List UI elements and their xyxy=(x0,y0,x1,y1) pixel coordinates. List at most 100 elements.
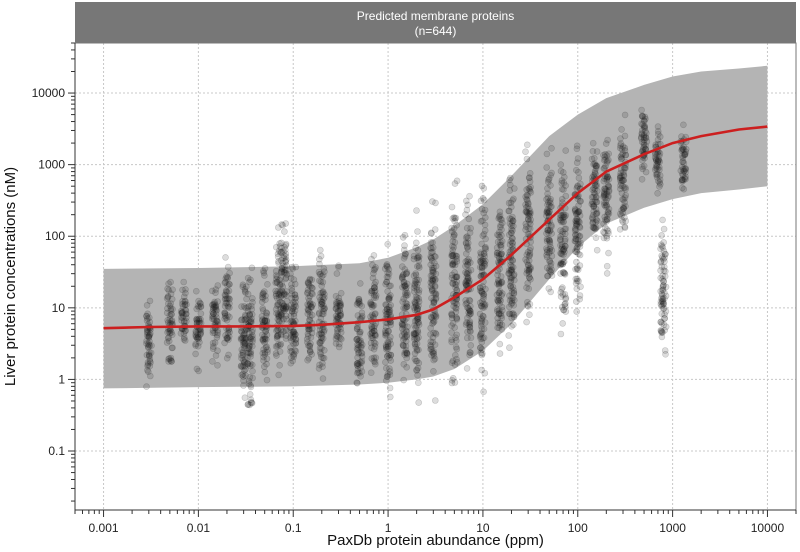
data-point xyxy=(559,214,567,221)
data-point xyxy=(656,183,663,190)
data-point xyxy=(481,214,489,221)
data-point xyxy=(557,249,564,257)
data-point xyxy=(282,312,290,320)
data-point xyxy=(497,241,505,249)
data-point xyxy=(221,312,229,320)
data-point xyxy=(622,164,629,172)
data-point xyxy=(680,185,688,193)
data-point xyxy=(465,269,472,277)
data-point xyxy=(462,239,470,246)
data-point xyxy=(332,335,340,343)
data-point xyxy=(466,327,474,335)
data-point xyxy=(318,344,325,352)
data-point xyxy=(637,135,645,142)
data-point xyxy=(387,357,395,364)
data-point xyxy=(180,318,188,326)
data-point xyxy=(403,270,410,278)
data-point xyxy=(318,299,326,306)
data-point xyxy=(429,286,436,294)
data-point xyxy=(384,345,392,353)
data-point xyxy=(383,305,391,313)
data-point xyxy=(279,328,287,335)
data-point xyxy=(334,307,342,315)
data-point xyxy=(430,329,437,337)
data-point xyxy=(480,325,488,333)
data-point xyxy=(367,300,375,307)
data-point xyxy=(593,182,601,189)
data-point xyxy=(658,263,666,270)
data-point xyxy=(304,286,312,294)
x-tick-label: 1000 xyxy=(659,521,686,535)
data-point xyxy=(415,399,423,406)
data-point xyxy=(617,182,624,189)
data-point xyxy=(449,243,456,250)
data-point xyxy=(478,315,485,322)
data-point xyxy=(558,251,566,258)
data-point xyxy=(146,318,154,326)
data-point xyxy=(524,216,532,223)
data-point xyxy=(547,199,554,207)
data-point xyxy=(414,254,422,262)
data-point xyxy=(241,367,248,374)
data-point xyxy=(413,322,421,329)
data-point xyxy=(213,306,220,314)
data-point xyxy=(478,287,485,295)
data-point xyxy=(617,140,625,147)
data-point xyxy=(399,275,406,283)
data-point xyxy=(603,201,610,209)
data-point xyxy=(543,235,551,243)
data-point xyxy=(463,224,471,232)
data-point xyxy=(479,255,487,263)
data-point xyxy=(403,363,411,371)
data-point xyxy=(544,185,551,192)
data-point xyxy=(145,340,152,347)
data-point xyxy=(464,243,471,250)
data-point xyxy=(506,344,513,352)
data-point xyxy=(449,252,456,260)
data-point xyxy=(386,337,393,344)
data-point xyxy=(479,195,487,202)
data-point xyxy=(401,242,408,249)
data-point xyxy=(591,197,599,204)
data-point xyxy=(371,310,379,318)
data-point xyxy=(505,199,513,207)
data-point xyxy=(280,305,287,313)
data-point xyxy=(604,173,612,181)
data-point xyxy=(497,250,505,257)
data-point xyxy=(398,320,406,328)
data-point xyxy=(209,301,216,308)
data-point xyxy=(307,340,314,348)
data-point xyxy=(574,155,582,162)
data-point xyxy=(477,249,484,256)
data-point xyxy=(249,298,256,306)
data-point xyxy=(523,266,531,274)
data-point xyxy=(357,372,364,380)
data-point xyxy=(226,300,233,307)
data-point xyxy=(246,391,254,398)
data-point xyxy=(592,210,600,217)
data-point xyxy=(449,280,457,288)
data-point xyxy=(480,209,488,217)
data-point xyxy=(260,288,268,295)
data-point xyxy=(412,270,420,277)
data-point xyxy=(509,227,516,234)
data-point xyxy=(465,321,473,328)
data-point xyxy=(590,154,598,162)
data-point xyxy=(370,357,378,365)
data-point xyxy=(166,319,174,327)
data-point xyxy=(289,304,297,312)
data-point xyxy=(400,295,408,303)
data-point xyxy=(292,298,299,306)
data-point xyxy=(383,310,391,318)
data-point xyxy=(353,325,361,332)
data-point xyxy=(449,252,457,259)
data-point xyxy=(356,301,364,308)
data-point xyxy=(652,141,660,149)
data-point xyxy=(371,340,379,347)
data-point xyxy=(320,265,328,272)
data-point xyxy=(498,279,506,286)
data-point xyxy=(559,228,566,235)
data-point xyxy=(356,280,364,287)
data-point xyxy=(659,275,666,283)
data-point xyxy=(482,243,489,251)
